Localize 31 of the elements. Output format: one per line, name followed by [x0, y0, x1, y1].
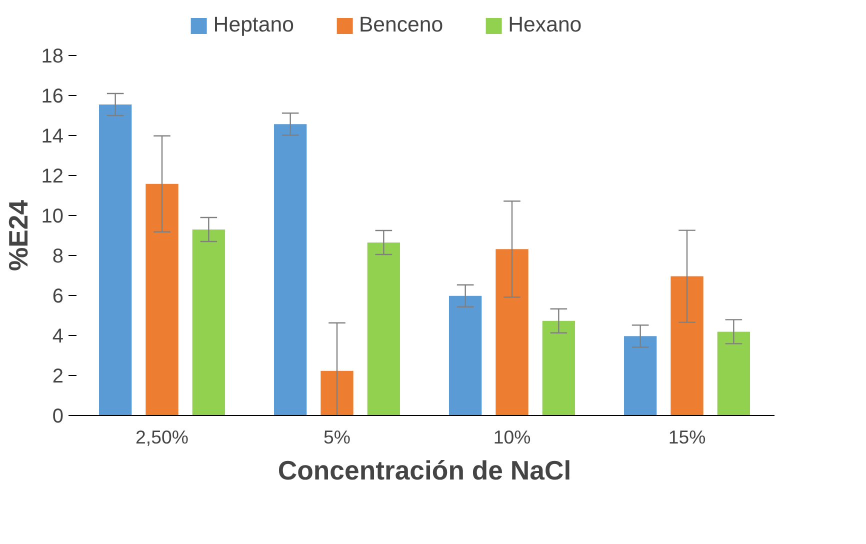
y-tick-label: 12	[41, 166, 64, 188]
bar	[717, 332, 750, 416]
y-tick-label: 2	[52, 366, 64, 388]
legend-label: Hexano	[508, 12, 582, 38]
x-tick-label: 5%	[324, 426, 350, 448]
x-tick-label: 15%	[668, 426, 706, 448]
bar	[496, 249, 528, 416]
bar	[274, 124, 307, 416]
y-tick-label: 4	[52, 326, 64, 348]
x-tick-label: 2,50%	[136, 426, 188, 448]
bar	[449, 296, 482, 416]
bar	[670, 276, 704, 416]
y-tick-label: 8	[52, 246, 64, 268]
legend-label: Benceno	[358, 12, 444, 38]
bar	[542, 320, 575, 416]
y-tick-label: 6	[52, 286, 64, 308]
bar	[367, 242, 400, 416]
legend-label: Heptano	[213, 12, 294, 38]
bar	[192, 230, 225, 416]
y-axis-title: %E24	[3, 200, 34, 272]
y-tick-label: 16	[41, 86, 64, 108]
y-tick-label: 18	[41, 46, 64, 68]
x-axis-title: Concentración de NaCl	[278, 456, 572, 486]
x-tick-label: 10%	[493, 426, 531, 448]
bar	[624, 336, 657, 416]
bar	[146, 184, 178, 416]
y-tick-label: 0	[52, 406, 64, 428]
bar	[320, 370, 354, 416]
bar	[99, 104, 132, 416]
y-tick-label: 10	[41, 206, 64, 228]
y-tick-label: 14	[41, 126, 64, 148]
